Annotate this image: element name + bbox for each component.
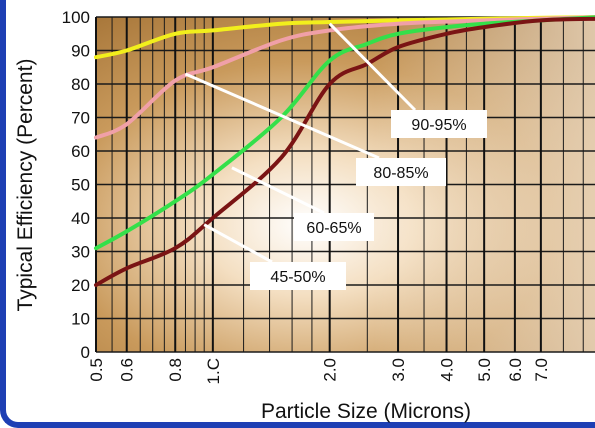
callout-pointer xyxy=(328,22,417,112)
callout-box xyxy=(391,110,487,138)
callout-pointer xyxy=(231,166,325,215)
x-tick-label: 0.8 xyxy=(166,358,185,382)
y-tick-label: 20 xyxy=(71,276,90,295)
callout-pointer xyxy=(184,72,380,160)
x-tick-label: 4.0 xyxy=(438,358,457,382)
series-layer xyxy=(94,15,595,287)
callout-label: 80-85% xyxy=(373,165,428,182)
y-tick-label: 10 xyxy=(71,310,90,329)
grid-lines xyxy=(95,16,595,353)
x-tick-labels: 0.5 0.6 0.8 1.C 2.0 3.0 4.0 5.0 6.0 7.0 10.0 xyxy=(87,358,595,391)
x-tick-label: 0.6 xyxy=(118,358,137,382)
y-tick-label: 50 xyxy=(71,176,90,195)
series-line-2 xyxy=(94,15,595,140)
x-tick-label: 10.0 xyxy=(592,358,595,391)
y-tick-labels: 0 10 20 30 40 50 60 70 80 90 100 xyxy=(62,8,90,362)
x-tick-label: 0.5 xyxy=(87,358,106,382)
y-tick-label: 0 xyxy=(81,343,90,362)
y-tick-label: 80 xyxy=(71,75,90,94)
callout-label: 45-50% xyxy=(270,269,325,286)
callout-layer: 90-95% 80-85% 60-65% 45-50% xyxy=(184,22,487,290)
callout-box xyxy=(356,158,446,186)
x-tick-label: 3.0 xyxy=(389,358,408,382)
x-tick-label: 6.0 xyxy=(506,358,525,382)
series-line-3 xyxy=(94,15,595,251)
callout-box xyxy=(250,262,346,290)
y-tick-label: 70 xyxy=(71,109,90,128)
series-line-4 xyxy=(94,16,595,287)
callout-box xyxy=(294,213,374,241)
y-tick-label: 60 xyxy=(71,142,90,161)
x-tick-label: 5.0 xyxy=(475,358,494,382)
x-tick-label: 2.0 xyxy=(321,358,340,382)
y-tick-label: 100 xyxy=(62,8,90,27)
y-tick-label: 40 xyxy=(71,209,90,228)
x-axis-label: Particle Size (Microns) xyxy=(261,400,471,423)
y-tick-label: 30 xyxy=(71,243,90,262)
callout-label: 60-65% xyxy=(306,220,361,237)
x-tick-label: 7.0 xyxy=(532,358,551,382)
efficiency-chart: 90-95% 80-85% 60-65% 45-50% 0 10 20 30 40 50 60 70… xyxy=(14,8,595,423)
x-tick-label: 1.C xyxy=(204,358,223,384)
callout-label: 90-95% xyxy=(411,117,466,134)
y-tick-label: 90 xyxy=(71,42,90,61)
y-axis-label: Typical Efficiency (Percent) xyxy=(14,59,37,312)
callout-pointer xyxy=(203,223,273,264)
